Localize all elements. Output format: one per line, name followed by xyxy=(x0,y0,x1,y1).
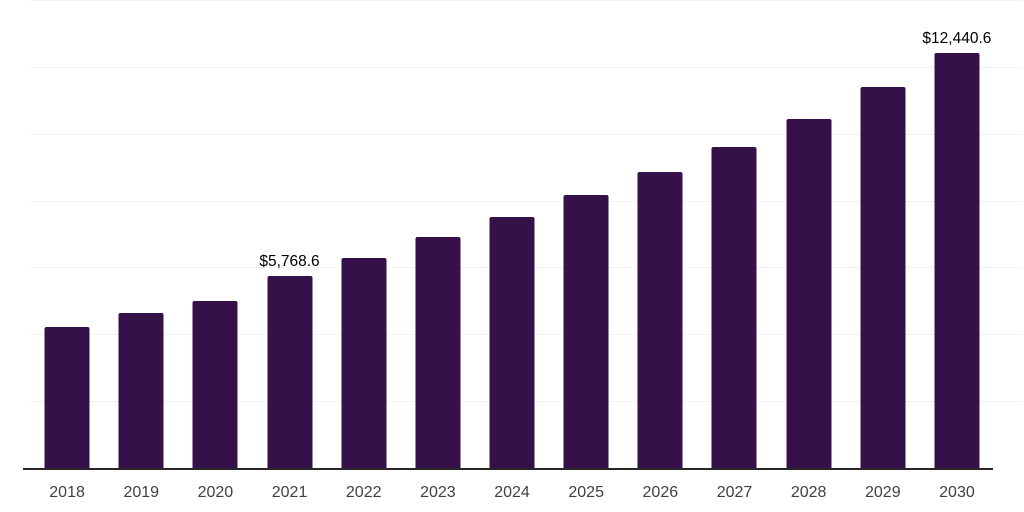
x-tick-2021: 2021 xyxy=(271,484,308,501)
band-2026 xyxy=(623,1,697,469)
bar-2029 xyxy=(860,86,906,469)
x-tick-2023: 2023 xyxy=(420,484,456,501)
x-axis-line xyxy=(23,468,993,470)
bar-value-label-2021: $5,768.6 xyxy=(259,252,320,270)
band-2025 xyxy=(549,1,623,469)
band-2027 xyxy=(697,1,771,469)
bar-2022 xyxy=(341,258,387,469)
bar-2030 xyxy=(934,53,980,469)
band-2019 xyxy=(104,1,178,469)
band-2020 xyxy=(178,1,252,469)
x-tick-2019: 2019 xyxy=(123,484,160,501)
band-2030: $12,440.6 xyxy=(920,1,994,469)
bar-2021 xyxy=(267,276,313,469)
x-tick-2024: 2024 xyxy=(494,484,530,501)
bar-value-label-2030: $12,440.6 xyxy=(922,29,992,47)
bar-2025 xyxy=(563,194,609,469)
x-tick-2026: 2026 xyxy=(642,484,679,501)
bar-2020 xyxy=(192,300,238,469)
band-2024 xyxy=(475,1,549,469)
x-tick-2028: 2028 xyxy=(790,484,827,501)
band-2021: $5,768.6 xyxy=(252,1,326,469)
x-tick-2022: 2022 xyxy=(345,484,382,501)
bar-2024 xyxy=(489,216,535,469)
x-tick-2025: 2025 xyxy=(568,484,604,501)
x-tick-2027: 2027 xyxy=(716,484,753,501)
gridline xyxy=(30,133,1023,135)
band-2018 xyxy=(30,1,104,469)
bar-2027 xyxy=(711,147,757,469)
bar-2018 xyxy=(44,326,90,469)
x-axis-tick-labels: 2018 2019 2020 2021 2022 2023 2024 2025 2026 2027… xyxy=(30,483,994,503)
x-tick-2020: 2020 xyxy=(197,484,234,501)
x-tick-2030: 2030 xyxy=(939,484,975,501)
bar-2023 xyxy=(415,237,461,469)
bar-2019 xyxy=(118,312,164,469)
gridline xyxy=(30,66,1023,68)
x-tick-2029: 2029 xyxy=(865,484,901,501)
x-tick-2018: 2018 xyxy=(49,484,85,501)
plot-area: $5,768.6 $12,440.6 xyxy=(23,0,1023,470)
band-2023 xyxy=(401,1,475,469)
band-2028 xyxy=(772,1,846,469)
band-2029 xyxy=(846,1,920,469)
bar-2028 xyxy=(786,119,832,469)
bar-2026 xyxy=(637,171,683,469)
gridline xyxy=(30,0,1023,1)
band-2022 xyxy=(327,1,401,469)
gridline xyxy=(30,200,1023,202)
